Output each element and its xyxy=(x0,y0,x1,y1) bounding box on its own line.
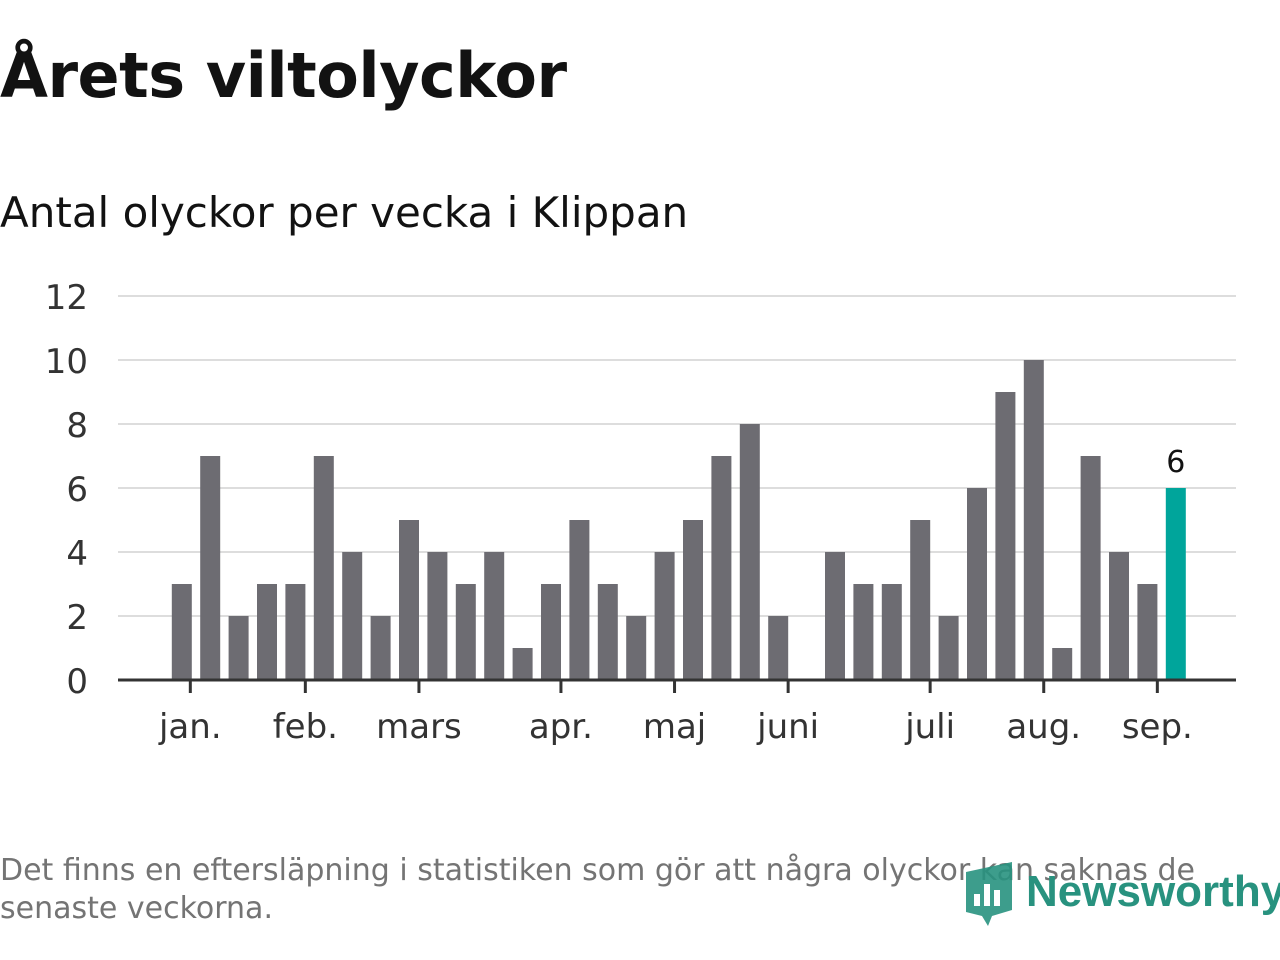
x-tick-label: feb. xyxy=(273,707,338,747)
bar xyxy=(938,616,959,680)
x-tick-label: sep. xyxy=(1122,707,1193,747)
newsworthy-chart-icon xyxy=(966,862,1012,926)
bar xyxy=(1080,456,1101,680)
bar xyxy=(711,456,732,680)
weekly-accidents-bar-chart: 0 2 4 6 8 10 12 6 jan. feb. mars apr. maj juni juli aug… xyxy=(45,278,1236,747)
y-tick-label: 12 xyxy=(45,278,88,318)
bar xyxy=(995,392,1016,680)
logo-text: Newsworthy xyxy=(1026,867,1280,916)
bar xyxy=(739,424,760,680)
x-tick-label: mars xyxy=(376,707,462,747)
chart-subtitle: Antal olyckor per vecka i Klippan xyxy=(0,188,689,237)
bar xyxy=(171,584,192,680)
bar xyxy=(683,520,703,680)
bar xyxy=(1052,648,1073,680)
bar xyxy=(825,552,845,680)
bar xyxy=(228,616,249,680)
bar xyxy=(881,584,902,680)
bar xyxy=(342,552,363,680)
bar xyxy=(455,584,476,680)
bar xyxy=(654,552,675,680)
bar xyxy=(910,520,931,680)
bar xyxy=(1023,360,1044,680)
bar xyxy=(1137,584,1158,680)
x-tick-label: apr. xyxy=(529,707,593,747)
bar xyxy=(541,584,561,680)
bar xyxy=(597,584,618,680)
bar xyxy=(967,488,987,680)
newsworthy-logo: Newsworthy xyxy=(962,858,1280,926)
bar xyxy=(512,648,533,680)
x-tick-label: juni xyxy=(756,707,819,747)
bar xyxy=(569,520,590,680)
bar xyxy=(484,552,505,680)
bar xyxy=(768,616,789,680)
bar xyxy=(626,616,647,680)
value-label: 6 xyxy=(1166,445,1185,480)
bar xyxy=(285,584,306,680)
bar-current-week xyxy=(1165,488,1186,680)
y-tick-label: 6 xyxy=(66,470,88,510)
y-tick-label: 10 xyxy=(45,342,88,382)
bar xyxy=(1109,552,1129,680)
x-tick-label: jan. xyxy=(158,707,222,747)
x-tick-label: maj xyxy=(643,707,706,747)
x-tick-label: aug. xyxy=(1006,707,1081,747)
bar xyxy=(313,456,334,680)
y-tick-label: 2 xyxy=(66,598,88,638)
bar xyxy=(257,584,277,680)
bar xyxy=(370,616,391,680)
bar xyxy=(427,552,448,680)
bar xyxy=(200,456,221,680)
y-tick-label: 4 xyxy=(66,534,88,574)
x-tick-label: juli xyxy=(904,707,955,747)
y-tick-label: 0 xyxy=(66,662,88,702)
y-tick-label: 8 xyxy=(66,406,88,446)
bar xyxy=(853,584,874,680)
page-title: Årets viltolyckor xyxy=(0,39,567,112)
bar xyxy=(399,520,419,680)
